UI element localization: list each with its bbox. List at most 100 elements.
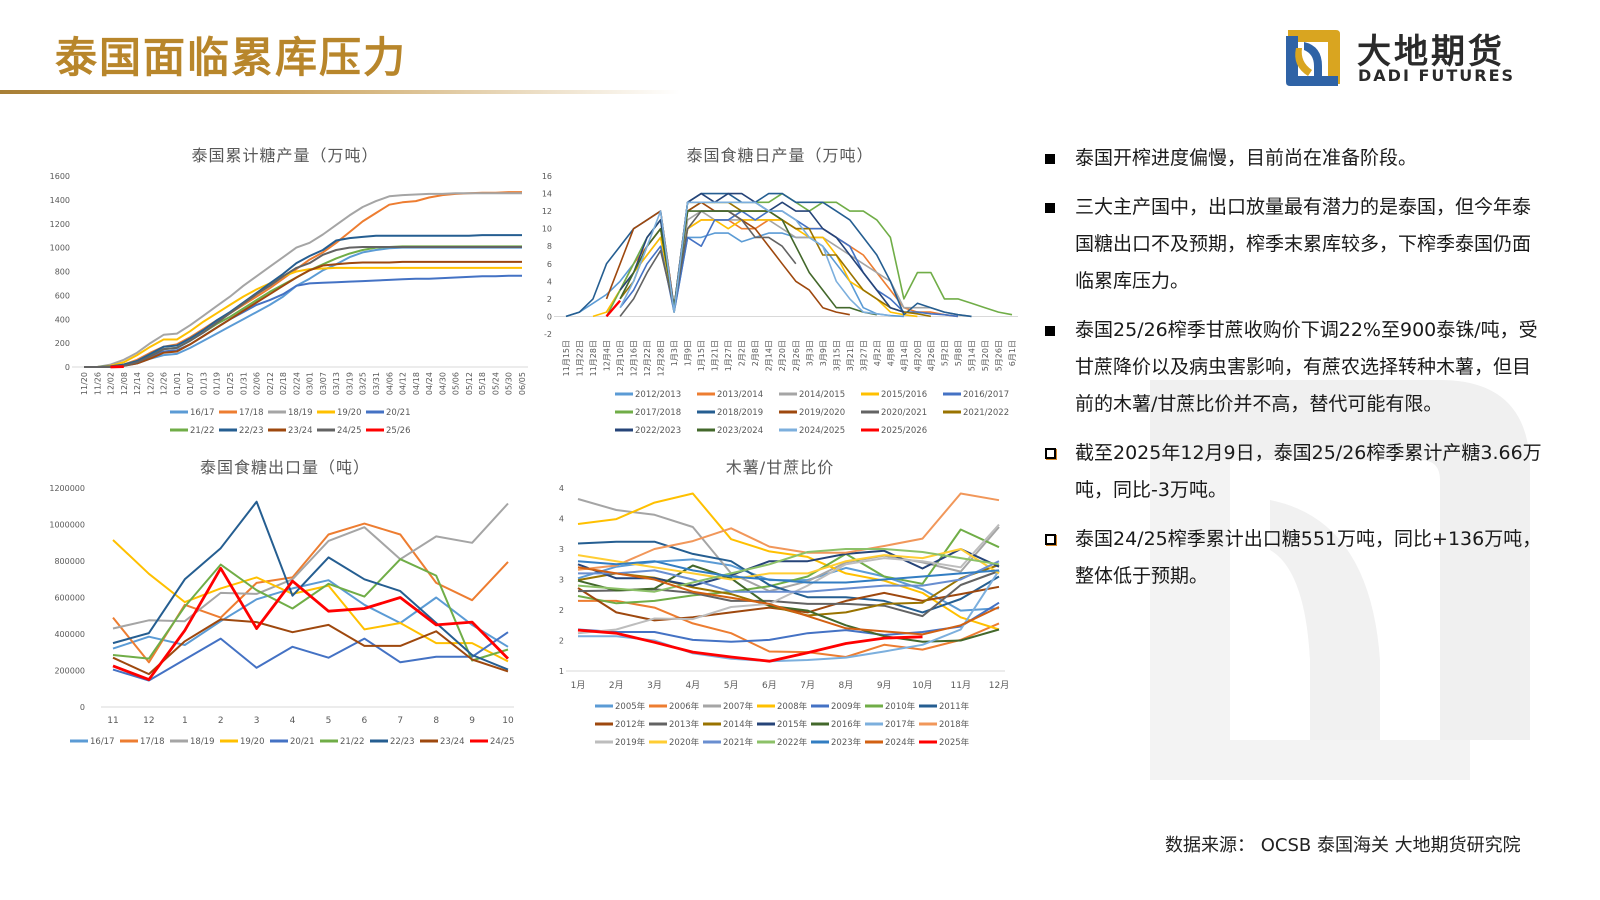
y-tick-label: 400000 bbox=[54, 630, 85, 639]
legend-label: 24/25 bbox=[490, 737, 515, 747]
series-line-2006年 bbox=[578, 599, 1000, 658]
x-tick-label: 06/05 bbox=[518, 372, 527, 395]
x-tick-label: 02/06 bbox=[253, 372, 262, 395]
x-tick-label: 6月 bbox=[762, 680, 777, 691]
legend-label: 2015/2016 bbox=[881, 390, 927, 400]
series-line-16/17 bbox=[112, 579, 509, 650]
bullet-list: 泰国开榨进度偏慢，目前尚在准备阶段。 三大主产国中，出口放量最有潜力的是泰国，但… bbox=[1045, 140, 1545, 607]
x-tick-label: 03/31 bbox=[372, 372, 381, 395]
y-tick-label: 200 bbox=[55, 339, 70, 348]
legend-label: 2020年 bbox=[669, 737, 700, 748]
x-tick-label: 4月20日 bbox=[913, 340, 922, 371]
bullet-item: 泰国开榨进度偏慢，目前尚在准备阶段。 bbox=[1045, 140, 1545, 177]
x-tick-label: 6 bbox=[361, 716, 367, 726]
x-tick-label: 03/13 bbox=[332, 372, 341, 395]
x-tick-label: 12/02 bbox=[107, 372, 116, 395]
x-tick-label: 4月2日 bbox=[873, 340, 882, 366]
series-line-2013/2014 bbox=[605, 219, 958, 318]
x-tick-label: 3月15日 bbox=[832, 340, 841, 371]
series-line-2019年 bbox=[577, 523, 1000, 635]
y-tick-label: 1400 bbox=[50, 196, 70, 205]
legend-label: 22/23 bbox=[390, 737, 415, 747]
legend-label: 2021年 bbox=[723, 737, 754, 748]
legend-label: 2024年 bbox=[885, 737, 916, 748]
x-tick-label: 04/06 bbox=[385, 372, 394, 395]
logo-text-cn: 大地期货 bbox=[1357, 32, 1505, 72]
data-source-note: 数据来源： OCSB 泰国海关 大地期货研究院 bbox=[1165, 835, 1521, 856]
y-tick-label: 6 bbox=[547, 260, 552, 269]
y-tick-label: 1000 bbox=[50, 244, 70, 253]
series-line-20/21 bbox=[84, 274, 522, 368]
x-tick-label: 03/19 bbox=[345, 372, 354, 395]
x-tick-label: 3月21日 bbox=[846, 340, 855, 371]
x-tick-label: 5 bbox=[326, 716, 332, 726]
y-tick-label: 1200 bbox=[50, 220, 70, 229]
series-line-18/19 bbox=[84, 192, 522, 368]
title-divider bbox=[0, 90, 680, 94]
chart-0: 0 200 400 600 800 1000 1200 1400 1600 11/20 11/26 1… bbox=[50, 172, 528, 436]
x-tick-label: 12月 bbox=[989, 680, 1009, 691]
legend-label: 19/20 bbox=[240, 737, 265, 747]
x-tick-label: 02/12 bbox=[266, 372, 275, 395]
x-tick-label: 05/12 bbox=[465, 372, 474, 395]
hollow-square-bullet-icon bbox=[1045, 448, 1056, 459]
logo-text-en: DADI FUTURES bbox=[1358, 66, 1516, 85]
series-line-2021年 bbox=[578, 560, 1000, 593]
legend-label: 16/17 bbox=[190, 408, 215, 418]
x-tick-label: 01/19 bbox=[213, 372, 222, 395]
legend-label: 2008年 bbox=[777, 701, 808, 712]
x-tick-label: 03/01 bbox=[306, 372, 315, 395]
x-tick-label: 8 bbox=[433, 716, 439, 726]
series-line-2009年 bbox=[577, 601, 1000, 643]
x-tick-label: 02/18 bbox=[279, 372, 288, 395]
x-tick-label: 6月1日 bbox=[1008, 340, 1017, 366]
x-tick-label: 5月26日 bbox=[994, 340, 1003, 371]
legend-label: 2019年 bbox=[615, 737, 646, 748]
x-tick-label: 7月 bbox=[800, 680, 815, 691]
x-tick-label: 03/07 bbox=[319, 372, 328, 395]
x-tick-label: 8月 bbox=[839, 680, 854, 691]
x-tick-label: 10 bbox=[502, 716, 514, 726]
page-title: 泰国面临累库压力 bbox=[55, 33, 408, 82]
x-tick-label: 3月 bbox=[647, 680, 662, 691]
legend-label: 2017/2018 bbox=[635, 408, 681, 418]
y-tick-label: 600000 bbox=[54, 594, 85, 603]
x-tick-label: 01/07 bbox=[186, 372, 195, 395]
series-line-24/25 bbox=[112, 566, 509, 681]
x-tick-label: 2月2日 bbox=[738, 340, 747, 366]
series-line-2007年 bbox=[577, 498, 1000, 593]
y-tick-label: 3 bbox=[559, 576, 564, 585]
x-tick-label: 12月22日 bbox=[643, 340, 652, 376]
x-tick-label: 11/20 bbox=[80, 372, 89, 395]
chart-title-cumulative-production: 泰国累计糖产量（万吨） bbox=[191, 146, 379, 165]
legend-label: 19/20 bbox=[337, 408, 362, 418]
legend-label: 2024/2025 bbox=[799, 426, 845, 436]
legend-label: 20/21 bbox=[386, 408, 411, 418]
y-tick-label: 3 bbox=[559, 545, 564, 554]
legend-label: 2010年 bbox=[885, 701, 916, 712]
legend-label: 2017年 bbox=[885, 719, 916, 730]
x-tick-label: 01/31 bbox=[239, 372, 248, 395]
legend-label: 2020/2021 bbox=[881, 408, 927, 418]
x-tick-label: 03/25 bbox=[359, 372, 368, 395]
y-tick-label: 14 bbox=[542, 190, 552, 199]
legend-label: 23/24 bbox=[440, 737, 465, 747]
x-tick-label: 2月26日 bbox=[792, 340, 801, 371]
legend-label: 17/18 bbox=[140, 737, 165, 747]
company-logo: 大地期货 DADI FUTURES bbox=[1282, 26, 1532, 88]
x-tick-label: 3月9日 bbox=[819, 340, 828, 366]
x-tick-label: 12/14 bbox=[133, 372, 142, 395]
chart-1: -2 0 2 4 6 8 10 12 14 16 11月15日 11月22日 11月28日 12月4日 12… bbox=[542, 172, 1018, 436]
series-line-24/25 bbox=[84, 246, 522, 368]
x-tick-label: 4 bbox=[290, 716, 296, 726]
x-tick-label: 2月8日 bbox=[751, 340, 760, 366]
series-line-18/19 bbox=[112, 502, 509, 630]
y-tick-label: 16 bbox=[542, 172, 552, 181]
x-tick-label: 2 bbox=[218, 716, 224, 726]
series-line-2020年 bbox=[577, 548, 1000, 581]
legend-label: 2012/2013 bbox=[635, 390, 681, 400]
legend-label: 16/17 bbox=[90, 737, 115, 747]
y-tick-label: 800 bbox=[55, 268, 70, 277]
y-tick-label: 1200000 bbox=[49, 484, 85, 493]
chart-2: 0 200000 400000 600000 800000 1000000 1200000 1… bbox=[49, 484, 514, 747]
